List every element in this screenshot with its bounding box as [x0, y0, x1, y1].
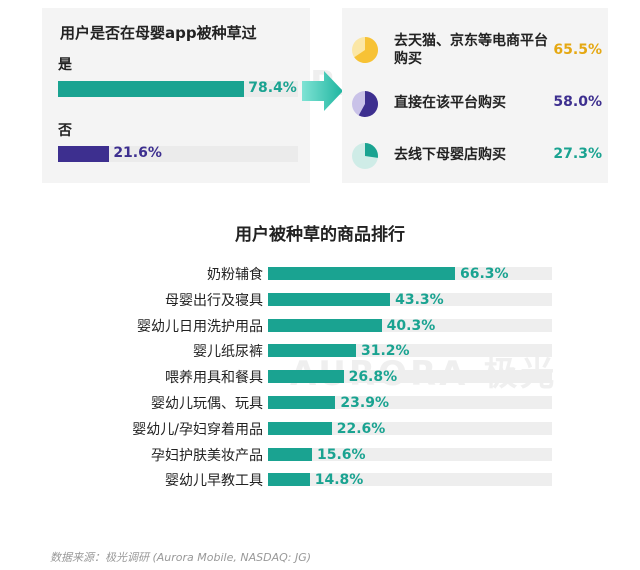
- source-note: 数据来源：极光调研 (Aurora Mobile, NASDAQ: JG): [50, 551, 312, 564]
- ranking-category-label: 奶粉辅食: [207, 267, 263, 283]
- action-option-offline: 去线下母婴店购买 27.3%: [350, 138, 602, 174]
- ranking-category-label: 婴幼儿早教工具: [165, 473, 263, 490]
- ranking-bar: [268, 421, 332, 435]
- action-value-ecommerce: 65.5%: [553, 42, 602, 58]
- ranking-bar: [268, 344, 356, 358]
- yes-label: 是: [58, 57, 72, 73]
- ranking-bar: [268, 292, 391, 306]
- ranking-bar: [268, 318, 382, 332]
- ranking-row: 婴幼儿日用洗护用品 40.3%: [0, 316, 640, 335]
- action-panel: 去天猫、京东等电商平台购买 65.5% 直接在该平台购买 58.0% 去线下母婴…: [342, 8, 608, 183]
- ranking-bar-track: 26.8%: [268, 369, 552, 386]
- ranking-bar-track: 22.6%: [268, 420, 552, 437]
- ranking-bar: [268, 447, 312, 461]
- ranking-bar: [268, 267, 455, 280]
- ranking-bar: [268, 396, 336, 409]
- ranking-value-label: 15.6%: [317, 446, 366, 463]
- action-label-platform: 直接在该平台购买: [394, 95, 506, 111]
- ranking-chart-title: 用户被种草的商品排行: [235, 225, 405, 245]
- action-option-platform: 直接在该平台购买 58.0%: [350, 86, 602, 122]
- ranking-value-label: 14.8%: [314, 472, 364, 489]
- ranking-category-label: 母婴出行及寝具: [165, 292, 263, 309]
- ranking-bar: [268, 370, 344, 384]
- pie-icon-yellow: [352, 37, 379, 63]
- action-value-offline: 27.3%: [553, 146, 602, 162]
- ranking-row: 婴幼儿/孕妇穿着用品 22.6%: [0, 419, 640, 438]
- ranking-value-label: 22.6%: [336, 420, 386, 437]
- ranking-value-label: 40.3%: [386, 317, 436, 334]
- action-label-offline: 去线下母婴店购买: [394, 147, 506, 163]
- ranking-category-label: 婴幼儿日用洗护用品: [137, 318, 263, 335]
- no-bar-track: 21.6%: [58, 145, 298, 162]
- ranking-category-label: 婴儿纸尿裤: [193, 344, 263, 361]
- ranking-row: 奶粉辅食 66.3%: [0, 264, 640, 283]
- ranking-bar: [268, 473, 310, 487]
- ranking-value-label: 66.3%: [460, 266, 509, 282]
- ranking-value-label: 31.2%: [361, 343, 410, 360]
- ranking-value-label: 26.8%: [348, 369, 398, 386]
- ranking-row: 孕妇护肤美妆产品 15.6%: [0, 445, 640, 464]
- ranking-value-label: 23.9%: [340, 395, 389, 411]
- action-option-ecommerce: 去天猫、京东等电商平台购买 65.5%: [350, 32, 602, 68]
- ranking-category-label: 婴幼儿玩偶、玩具: [151, 396, 263, 412]
- ranking-value-label: 43.3%: [395, 291, 444, 308]
- yes-bar: [58, 81, 245, 97]
- yes-value: 78.4%: [248, 80, 297, 96]
- arrow-right-icon: [302, 71, 343, 111]
- no-value: 21.6%: [113, 145, 162, 161]
- pie-icon-teal: [352, 143, 378, 169]
- yes-bar-track: 78.4%: [58, 80, 298, 97]
- ranking-bar-track: 40.3%: [268, 317, 552, 334]
- ranking-row: 母婴出行及寝具 43.3%: [0, 290, 640, 309]
- ranking-bar-track: 31.2%: [268, 343, 552, 360]
- ranking-row: 喂养用具和餐具 26.8%: [0, 367, 640, 387]
- seeded-question-title: 用户是否在母婴app被种草过: [60, 24, 257, 42]
- action-value-platform: 58.0%: [553, 94, 602, 110]
- ranking-category-label: 孕妇护肤美妆产品: [151, 447, 263, 464]
- ranking-bar-track: 43.3%: [268, 291, 552, 308]
- ranking-row: 婴儿纸尿裤 31.2%: [0, 341, 640, 361]
- seeded-question-panel: 用户是否在母婴app被种草过 是 78.4% 否 21.6%: [42, 8, 310, 183]
- ranking-category-label: 婴幼儿/孕妇穿着用品: [132, 421, 263, 438]
- no-label: 否: [58, 123, 72, 139]
- ranking-bar-track: 14.8%: [268, 472, 552, 489]
- action-label-ecommerce: 去天猫、京东等电商平台购买: [394, 33, 548, 67]
- ranking-bar-track: 23.9%: [268, 395, 552, 411]
- ranking-bar-track: 15.6%: [268, 446, 552, 463]
- ranking-category-label: 喂养用具和餐具: [165, 370, 263, 387]
- ranking-row: 婴幼儿玩偶、玩具 23.9%: [0, 393, 640, 412]
- no-bar: [58, 146, 110, 162]
- ranking-row: 婴幼儿早教工具 14.8%: [0, 470, 640, 490]
- ranking-bar-track: 66.3%: [268, 266, 552, 282]
- pie-icon-purple: [352, 91, 379, 117]
